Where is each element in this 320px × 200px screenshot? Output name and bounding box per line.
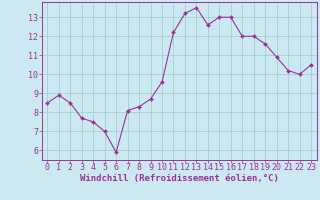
X-axis label: Windchill (Refroidissement éolien,°C): Windchill (Refroidissement éolien,°C) (80, 174, 279, 183)
